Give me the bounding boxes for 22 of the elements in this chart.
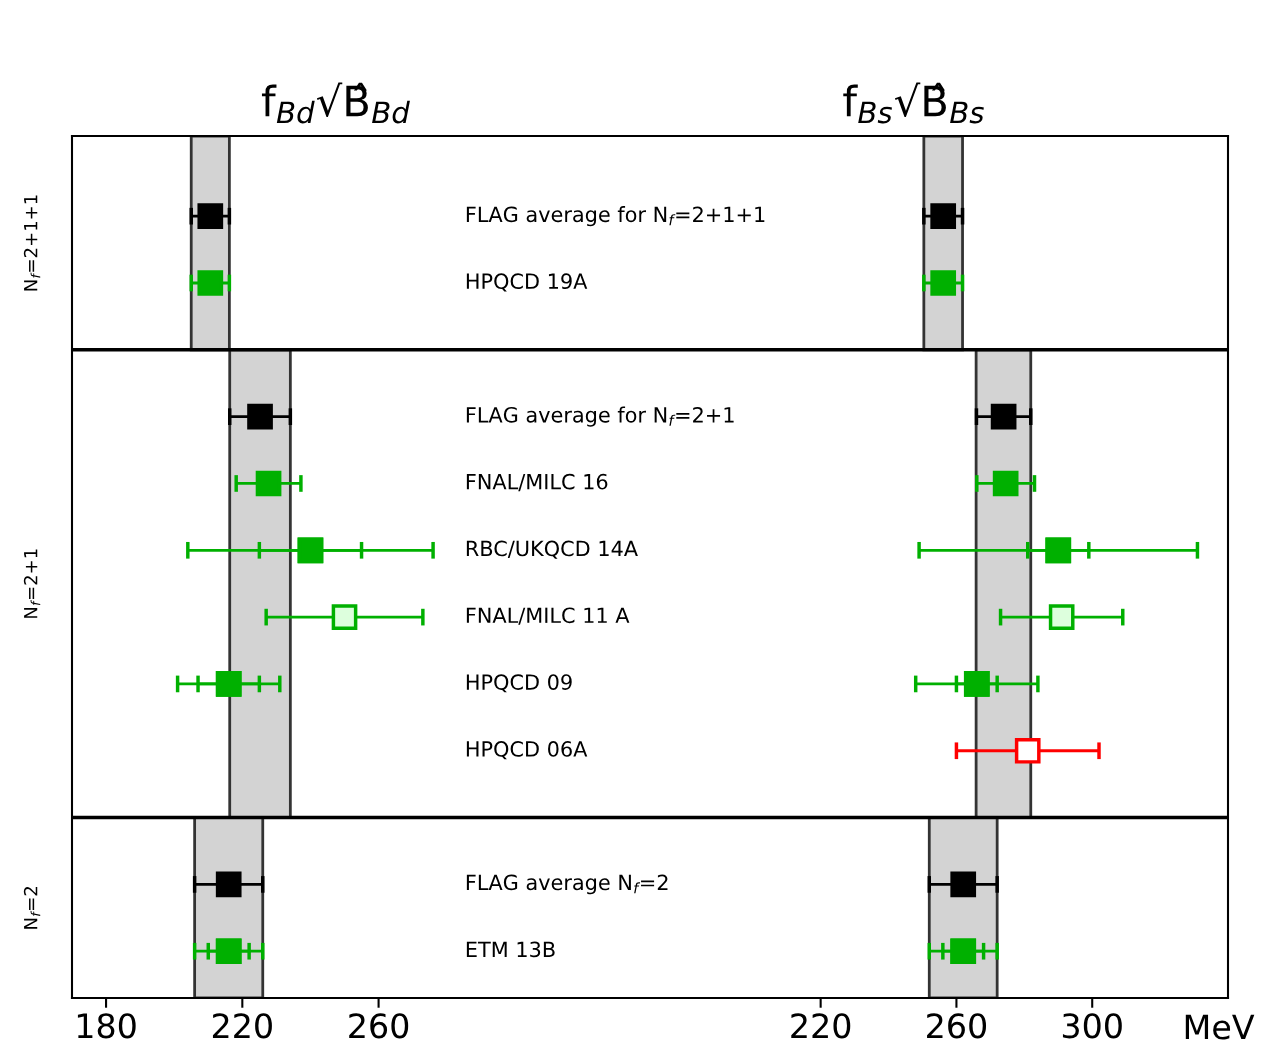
category-label: HPQCD 19A bbox=[466, 273, 588, 292]
category-label: FLAG average for N$_{f}$=2+1+1 bbox=[466, 206, 765, 227]
category-label: FNAL/MILC 16 bbox=[466, 473, 608, 492]
category-label: FNAL/MILC 11 A bbox=[466, 607, 630, 625]
category-label: HPQCD 09 bbox=[466, 674, 572, 693]
x-tick-label: 180 bbox=[77, 1013, 136, 1039]
category-label: RBC/UKQCD 14A bbox=[466, 540, 638, 559]
x-tick-label: 300 bbox=[1062, 1013, 1122, 1039]
text: N$_{f}$=2+1+1 bbox=[23, 195, 41, 291]
x-axis-title: MeV bbox=[1185, 1014, 1255, 1040]
x-tick-label: 260 bbox=[349, 1013, 409, 1039]
category-label: FLAG average for N$_{f}$=2+1 bbox=[466, 406, 734, 427]
x-tick-label: 260 bbox=[927, 1013, 987, 1039]
chart-title: f$_{Bs}$√B̂$_{Bs}$ bbox=[843, 82, 984, 124]
x-tick-label: 220 bbox=[791, 1013, 851, 1039]
category-label: FLAG average N$_{f}$=2 bbox=[466, 874, 668, 895]
x-tick-label: 220 bbox=[212, 1013, 272, 1039]
category-label: ETM 13B bbox=[466, 941, 555, 958]
category-label: HPQCD 06A bbox=[466, 741, 588, 760]
chart-title: f$_{Bd}$√B̂$_{Bd}$ bbox=[261, 82, 410, 124]
text: N$_{f}$=2 bbox=[23, 887, 41, 929]
text: N$_{f}$=2+1 bbox=[23, 549, 41, 618]
